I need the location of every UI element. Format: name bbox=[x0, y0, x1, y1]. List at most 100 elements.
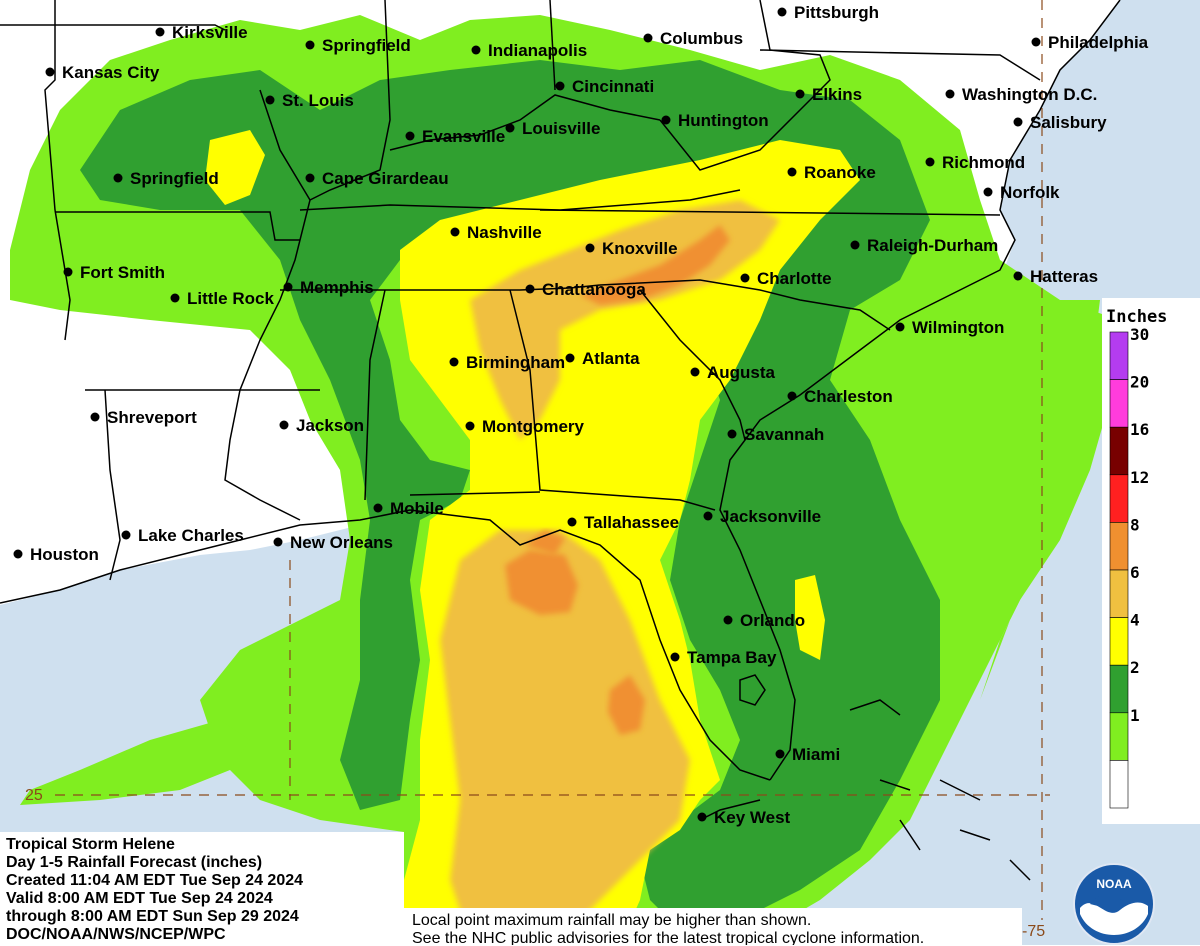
city-label: Jacksonville bbox=[720, 507, 821, 526]
city-dot bbox=[727, 429, 737, 439]
legend-swatch bbox=[1109, 617, 1129, 666]
city-label: Orlando bbox=[740, 611, 805, 630]
rain-8in-area-bigbend-north bbox=[525, 530, 565, 555]
city-dot bbox=[567, 517, 577, 527]
city-dot bbox=[565, 353, 575, 363]
city-dot bbox=[787, 391, 797, 401]
state-line-ks-mo bbox=[44, 0, 56, 211]
city-label: Kirksville bbox=[172, 23, 248, 42]
city-marker: New Orleans bbox=[273, 533, 393, 552]
state-line-il-ky bbox=[309, 0, 391, 201]
city-dot bbox=[983, 187, 993, 197]
city-label: Springfield bbox=[322, 36, 411, 55]
city-dot bbox=[740, 273, 750, 283]
city-dot bbox=[895, 322, 905, 332]
rain-8in-area-offshore bbox=[608, 675, 645, 735]
state-line-mo-ar bbox=[55, 211, 300, 241]
city-marker: Springfield bbox=[305, 36, 411, 55]
city-marker: Norfolk bbox=[983, 183, 1060, 202]
city-label: Raleigh-Durham bbox=[867, 236, 998, 255]
noaa-logo: NOAA bbox=[1073, 863, 1155, 945]
legend-swatch bbox=[1109, 760, 1129, 809]
city-dot bbox=[465, 421, 475, 431]
rainfall-legend: Inches 30 20 16 12 8 6 4 2 1 bbox=[1102, 298, 1200, 824]
city-marker: Houston bbox=[13, 545, 99, 564]
legend-swatch bbox=[1109, 569, 1129, 618]
city-label: Jackson bbox=[296, 416, 364, 435]
city-marker: Memphis bbox=[283, 278, 374, 297]
city-dot bbox=[795, 89, 805, 99]
rain-1in-area-atlantic bbox=[980, 300, 1100, 700]
forecast-type: Day 1-5 Rainfall Forecast (inches) bbox=[6, 854, 263, 871]
state-line-tx-la bbox=[104, 389, 121, 581]
city-dot bbox=[703, 511, 713, 521]
city-dot bbox=[670, 652, 680, 662]
disclaimer-line-1: Local point maximum rainfall may be high… bbox=[412, 912, 812, 929]
city-dot bbox=[697, 812, 707, 822]
rainfall-shading bbox=[10, 15, 1120, 945]
coastline-keys bbox=[699, 799, 761, 821]
city-label: Tampa Bay bbox=[687, 648, 777, 667]
storm-name: Tropical Storm Helene bbox=[6, 836, 175, 853]
city-dot bbox=[777, 7, 787, 17]
city-dot bbox=[723, 615, 733, 625]
legend-swatch bbox=[1109, 474, 1129, 523]
legend-swatch bbox=[1109, 379, 1129, 428]
city-marker: Pittsburgh bbox=[777, 3, 879, 22]
agency-credit: DOC/NOAA/NWS/NCEP/WPC bbox=[6, 926, 226, 943]
city-label: Augusta bbox=[707, 363, 776, 382]
city-dot bbox=[265, 95, 275, 105]
city-label: Chattanooga bbox=[542, 280, 646, 299]
city-dot bbox=[305, 40, 315, 50]
city-dot bbox=[585, 243, 595, 253]
city-marker: Charlotte bbox=[740, 269, 832, 288]
city-dot bbox=[155, 27, 165, 37]
rain-6in-area-gulf bbox=[440, 530, 690, 940]
city-marker: Kansas City bbox=[45, 63, 160, 82]
city-dot bbox=[405, 131, 415, 141]
city-marker: Miami bbox=[775, 745, 840, 764]
city-marker: Richmond bbox=[925, 153, 1025, 172]
city-label: Cape Girardeau bbox=[322, 169, 449, 188]
city-marker: Lake Charles bbox=[121, 526, 244, 545]
city-label: Fort Smith bbox=[80, 263, 165, 282]
city-marker: Fort Smith bbox=[63, 263, 165, 282]
legend-swatch bbox=[1109, 712, 1129, 761]
city-label: Salisbury bbox=[1030, 113, 1107, 132]
city-label: Pittsburgh bbox=[794, 3, 879, 22]
city-marker: Savannah bbox=[727, 425, 824, 444]
city-marker: Chattanooga bbox=[525, 280, 646, 299]
city-dot bbox=[63, 267, 73, 277]
city-dot bbox=[525, 284, 535, 294]
city-marker: Louisville bbox=[505, 119, 600, 138]
city-label: Evansville bbox=[422, 127, 505, 146]
legend-title: Inches bbox=[1106, 307, 1167, 327]
city-marker: Jacksonville bbox=[703, 507, 821, 526]
city-label: Atlanta bbox=[582, 349, 640, 368]
city-dot bbox=[1013, 117, 1023, 127]
rain-8in-area-appalachian bbox=[580, 225, 730, 305]
city-label: Tallahassee bbox=[584, 513, 679, 532]
coastline-gulf bbox=[0, 509, 771, 781]
city-dot bbox=[505, 123, 515, 133]
city-marker: Raleigh-Durham bbox=[850, 236, 998, 255]
city-dot bbox=[555, 81, 565, 91]
state-line-tn-south bbox=[280, 284, 601, 291]
valid-start: Valid 8:00 AM EDT Tue Sep 24 2024 bbox=[6, 890, 273, 907]
city-label: Wilmington bbox=[912, 318, 1004, 337]
legend-swatch bbox=[1109, 426, 1129, 476]
state-line-al-ga bbox=[509, 289, 716, 511]
city-label: Roanoke bbox=[804, 163, 876, 182]
city-label: Montgomery bbox=[482, 417, 585, 436]
city-marker: Augusta bbox=[690, 363, 776, 382]
city-label: Cincinnati bbox=[572, 77, 654, 96]
city-marker: Orlando bbox=[723, 611, 805, 630]
disclaimer-line-2: See the NHC public advisories for the la… bbox=[412, 930, 925, 945]
state-boundaries bbox=[0, 0, 1121, 881]
state-line-al-fl bbox=[409, 491, 541, 496]
city-marker: Knoxville bbox=[585, 239, 678, 258]
city-dot bbox=[90, 412, 100, 422]
city-marker: Roanoke bbox=[787, 163, 876, 182]
city-dot bbox=[775, 749, 785, 759]
